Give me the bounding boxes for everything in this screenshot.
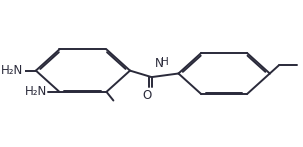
Text: H₂N: H₂N — [25, 85, 47, 98]
Text: O: O — [143, 89, 152, 102]
Text: N: N — [155, 57, 163, 70]
Text: H₂N: H₂N — [1, 64, 23, 77]
Text: H: H — [161, 57, 169, 67]
